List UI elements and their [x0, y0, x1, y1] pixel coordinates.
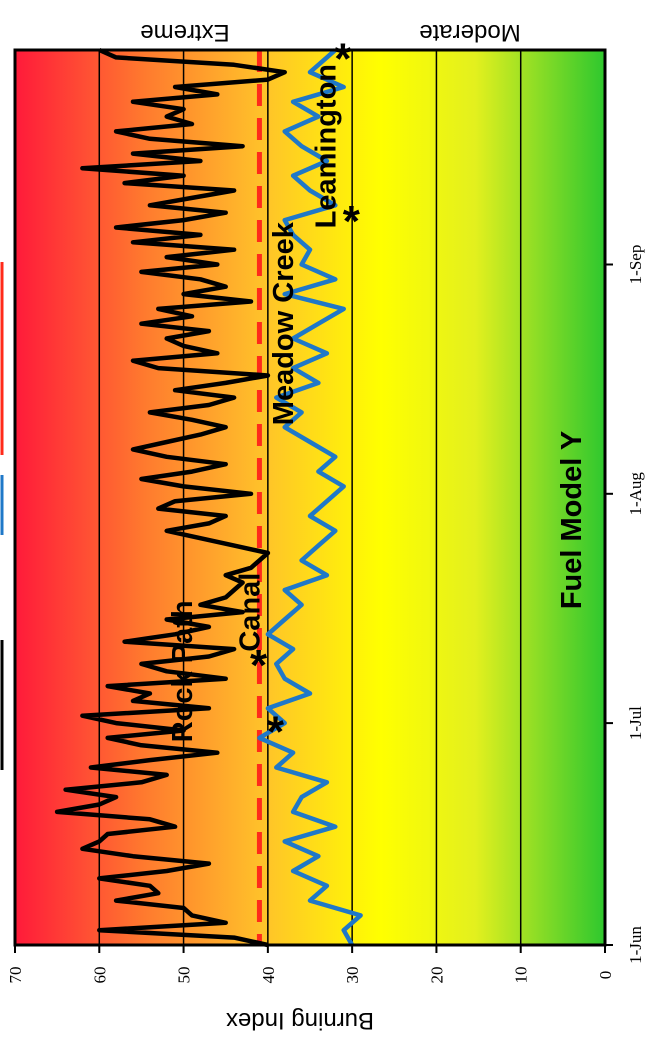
annotation-label-meadow-creek: Meadow Creek [268, 221, 300, 425]
x-tick-label-1-Aug: 1-Aug [626, 472, 645, 516]
star-marker-leamington: * [334, 34, 352, 83]
y-tick-label-30: 30 [343, 967, 362, 984]
fuel-model-label: Fuel Model Y [556, 431, 588, 609]
axis-ticks: 0 10 20 30 40 50 60 70 1-Jun 1-Jul 1-Aug 1-Sep [6, 245, 645, 984]
annotation-label-rock-path: Rock Path [167, 600, 199, 742]
star-marker-rock-path: * [267, 707, 285, 756]
x-tick-label-1-Sep: 1-Sep [626, 245, 645, 285]
y-tick-label-10: 10 [512, 967, 531, 984]
x-tick-label-1-Jun: 1-Jun [626, 926, 645, 964]
x-tick-label-1-Jul: 1-Jul [626, 706, 645, 740]
star-marker-meadow-creek: * [343, 197, 361, 246]
y-tick-label-60: 60 [90, 967, 109, 984]
annotations: *Rock Path *Canal*Meadow Creek*Leamington [167, 34, 361, 756]
annotation-label-leamington: Leamington [310, 64, 342, 228]
plot-frame [13, 48, 607, 947]
star-marker-canal: * [250, 641, 268, 690]
y-tick-label-50: 50 [175, 967, 194, 984]
y-tick-label-0: 0 [596, 971, 615, 980]
class-label-moderate: Moderate [419, 19, 520, 46]
y-tick-label-70: 70 [6, 967, 25, 984]
class-label-extreme: Extreme [140, 19, 229, 46]
y-tick-label-40: 40 [259, 967, 278, 984]
series-line-black [54, 47, 287, 948]
series-line-blue [257, 48, 363, 947]
annotation-label-canal: Canal [234, 573, 266, 652]
y-tick-label-20: 20 [427, 967, 446, 984]
y-axis-title: Burning Index [226, 1007, 374, 1034]
